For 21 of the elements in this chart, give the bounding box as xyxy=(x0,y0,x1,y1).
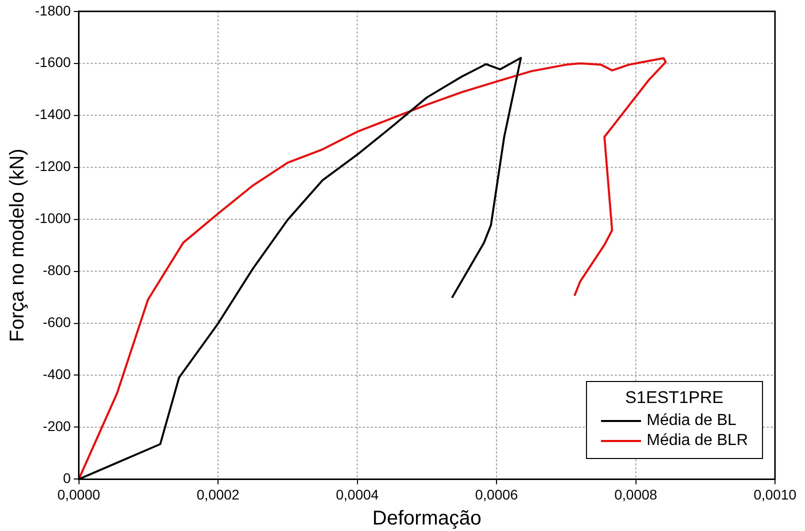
x-axis-title: Deformação xyxy=(372,508,482,530)
x-tick-label: 0,0008 xyxy=(614,486,658,502)
y-tick-label: -1800 xyxy=(34,2,72,18)
x-tick-label: 0,0006 xyxy=(475,486,518,502)
y-tick-label: 0 xyxy=(63,470,72,486)
x-tick-label: 0,0004 xyxy=(336,486,379,502)
x-tick-label: 0,0010 xyxy=(754,486,797,502)
y-tick-label: -200 xyxy=(42,418,72,434)
y-tick-label: -800 xyxy=(42,262,72,278)
y-tick-label: -600 xyxy=(42,314,72,330)
y-tick-label: -1200 xyxy=(34,158,72,174)
legend-label: Média de BL xyxy=(646,412,736,430)
y-tick-label: -400 xyxy=(42,366,72,382)
y-axis-title: Força no modelo (kN) xyxy=(6,148,29,342)
y-tick-label: -1400 xyxy=(34,106,72,122)
y-tick-label: -1600 xyxy=(34,54,72,70)
x-tick-label: 0,0000 xyxy=(57,486,100,502)
y-tick-label: -1000 xyxy=(34,210,72,226)
legend-title: S1EST1PRE xyxy=(624,388,724,408)
x-tick-label: 0,0002 xyxy=(196,486,240,502)
legend-label: Média de BLR xyxy=(646,432,748,450)
